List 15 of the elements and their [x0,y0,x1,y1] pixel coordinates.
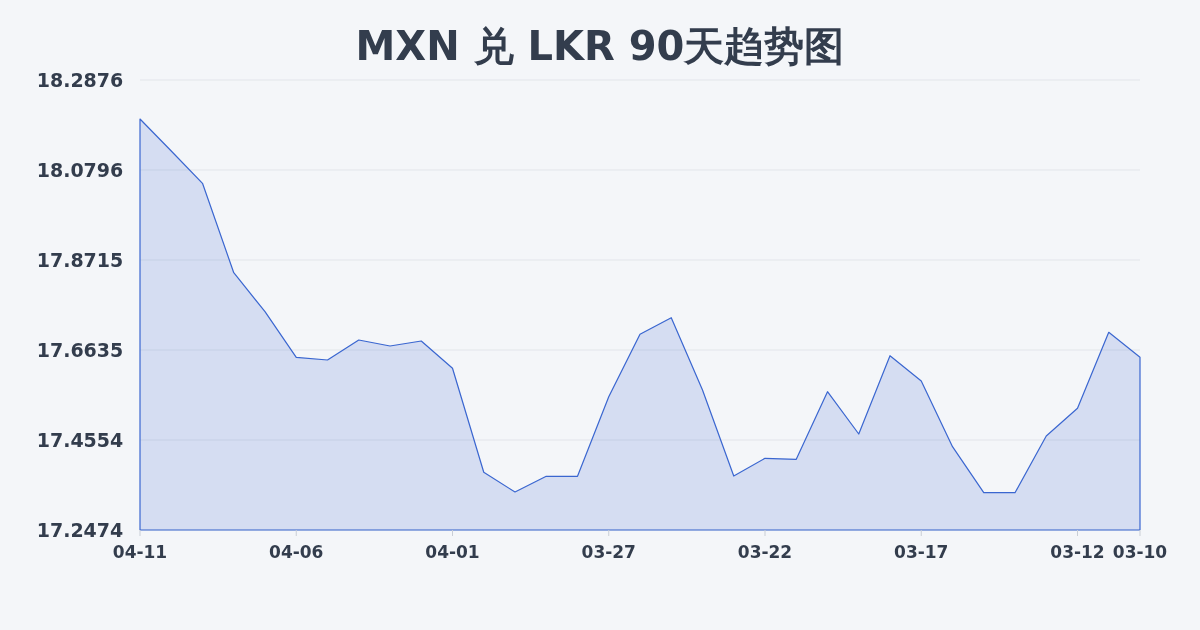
y-tick-label: 18.2876 [36,69,124,91]
y-tick-label: 17.4554 [36,429,124,452]
x-tick-label: 04-11 [112,542,168,562]
y-tick-label: 17.2474 [36,519,124,541]
x-tick-label: 04-06 [269,542,324,562]
x-tick-label: 03-22 [737,542,793,562]
y-tick-label: 17.6635 [36,338,124,361]
x-tick-label: 03-10 [1112,542,1168,562]
y-tick-label: 18.0796 [36,158,124,181]
x-tick-label: 03-12 [1050,542,1105,562]
x-tick-label: 04-01 [425,542,480,562]
y-tick-label: 17.8715 [36,249,124,272]
chart-title: MXN 兑 LKR 90天趋势图 [355,23,845,69]
x-tick-label: 03-17 [894,542,949,562]
x-tick-label: 03-27 [581,542,636,562]
